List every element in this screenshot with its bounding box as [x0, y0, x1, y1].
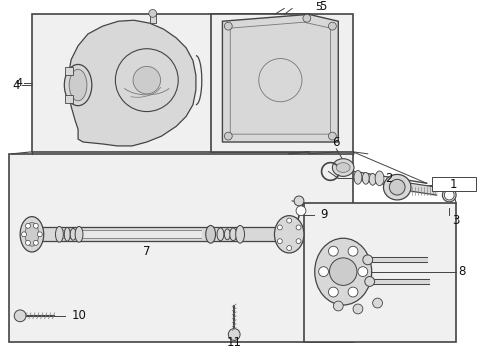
- Ellipse shape: [64, 64, 92, 106]
- Ellipse shape: [230, 228, 237, 241]
- Ellipse shape: [369, 174, 376, 185]
- Circle shape: [115, 49, 178, 112]
- Circle shape: [348, 287, 358, 297]
- Text: 8: 8: [458, 265, 466, 278]
- Circle shape: [328, 132, 336, 140]
- Circle shape: [294, 196, 304, 206]
- Ellipse shape: [20, 217, 44, 252]
- Bar: [32, 14, 309, 152]
- Circle shape: [33, 240, 38, 245]
- Circle shape: [328, 22, 336, 30]
- Circle shape: [14, 310, 26, 322]
- Ellipse shape: [70, 228, 76, 240]
- Circle shape: [25, 240, 30, 245]
- Bar: [304, 203, 456, 342]
- Circle shape: [37, 232, 42, 237]
- Circle shape: [296, 239, 301, 244]
- Circle shape: [277, 225, 282, 230]
- Ellipse shape: [75, 226, 83, 242]
- Circle shape: [33, 223, 38, 228]
- Circle shape: [133, 66, 161, 94]
- Text: 9: 9: [320, 208, 327, 221]
- Circle shape: [318, 267, 328, 276]
- Circle shape: [296, 225, 301, 230]
- Ellipse shape: [333, 301, 343, 311]
- Circle shape: [365, 276, 375, 286]
- Ellipse shape: [206, 225, 216, 243]
- Text: 10: 10: [72, 309, 87, 322]
- Ellipse shape: [362, 172, 369, 184]
- Text: 11: 11: [227, 336, 242, 349]
- Text: 3: 3: [452, 214, 460, 227]
- Text: 1: 1: [449, 178, 457, 191]
- Ellipse shape: [353, 304, 363, 314]
- Circle shape: [390, 179, 405, 195]
- Polygon shape: [68, 20, 196, 146]
- Ellipse shape: [442, 188, 456, 202]
- Circle shape: [287, 246, 292, 251]
- Circle shape: [328, 246, 338, 256]
- Bar: [65, 67, 73, 75]
- Circle shape: [358, 267, 368, 276]
- Circle shape: [328, 287, 338, 297]
- Ellipse shape: [64, 228, 70, 241]
- Ellipse shape: [55, 226, 63, 242]
- Ellipse shape: [315, 238, 372, 305]
- Circle shape: [224, 132, 232, 140]
- Polygon shape: [222, 14, 338, 142]
- Circle shape: [363, 255, 373, 265]
- Ellipse shape: [384, 174, 411, 200]
- Ellipse shape: [236, 225, 245, 243]
- Circle shape: [25, 223, 30, 228]
- Bar: [9, 154, 353, 342]
- Bar: [432, 177, 476, 191]
- Text: 4: 4: [16, 78, 23, 88]
- Circle shape: [22, 232, 26, 237]
- Ellipse shape: [354, 171, 362, 184]
- Circle shape: [259, 59, 302, 102]
- Circle shape: [149, 9, 157, 17]
- Ellipse shape: [25, 222, 39, 246]
- Circle shape: [444, 190, 454, 200]
- Ellipse shape: [373, 298, 383, 308]
- Ellipse shape: [336, 163, 350, 172]
- Ellipse shape: [69, 69, 87, 101]
- Bar: [150, 13, 156, 23]
- Circle shape: [224, 22, 232, 30]
- Ellipse shape: [274, 216, 304, 253]
- Text: 6: 6: [333, 135, 340, 149]
- Ellipse shape: [224, 229, 230, 240]
- Ellipse shape: [375, 171, 384, 186]
- Circle shape: [287, 218, 292, 223]
- Text: 2: 2: [386, 172, 393, 185]
- Text: 4: 4: [12, 78, 20, 91]
- Circle shape: [296, 206, 306, 216]
- Text: 5: 5: [319, 0, 326, 13]
- Ellipse shape: [332, 159, 354, 176]
- Bar: [211, 14, 353, 152]
- Text: 5: 5: [315, 1, 322, 12]
- Circle shape: [348, 246, 358, 256]
- Text: 7: 7: [143, 246, 150, 258]
- Circle shape: [303, 14, 311, 22]
- Ellipse shape: [217, 228, 224, 241]
- Circle shape: [277, 239, 282, 244]
- Circle shape: [228, 329, 240, 340]
- Bar: [65, 95, 73, 103]
- Circle shape: [329, 258, 357, 285]
